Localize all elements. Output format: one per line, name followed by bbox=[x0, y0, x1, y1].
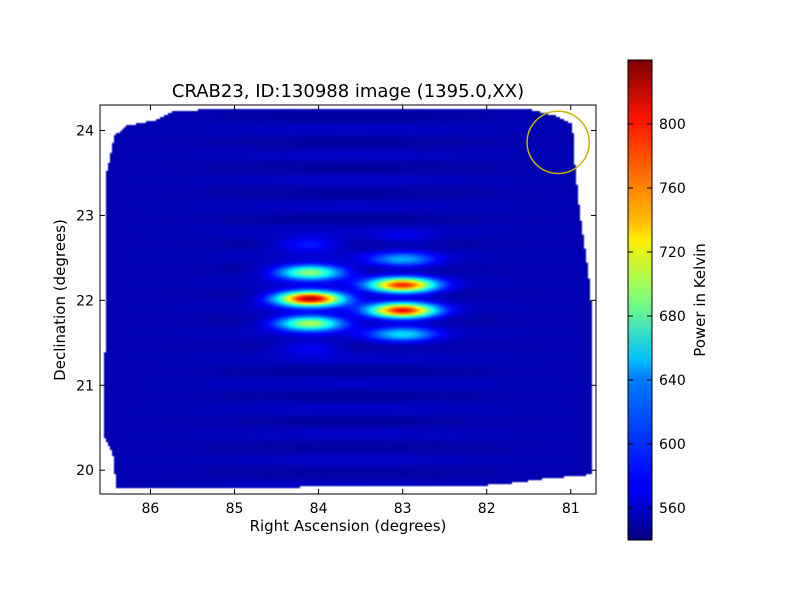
y-tick-label: 22 bbox=[76, 293, 94, 309]
colorbar-frame bbox=[627, 59, 653, 541]
colorbar-tick-label: 800 bbox=[659, 117, 686, 133]
colorbar-tick-label: 760 bbox=[659, 181, 686, 197]
colorbar-gradient bbox=[628, 60, 652, 540]
colorbar-tick-label: 720 bbox=[659, 245, 686, 261]
x-axis: 86 85 84 83 82 81 bbox=[142, 105, 580, 517]
x-tick-label: 81 bbox=[562, 501, 580, 517]
x-tick-label: 85 bbox=[226, 501, 244, 517]
colorbar: 560 600 640 680 720 760 800 Power in Kelvin bbox=[627, 59, 709, 541]
x-tick-label: 82 bbox=[478, 501, 496, 517]
y-axis-label: Declination (degrees) bbox=[51, 219, 69, 381]
y-tick-label: 23 bbox=[76, 208, 94, 224]
chart-title: CRAB23, ID:130988 image (1395.0,XX) bbox=[172, 81, 524, 102]
y-axis: 20 21 22 23 24 bbox=[76, 123, 596, 479]
marker-circle bbox=[526, 110, 591, 175]
plot-frame bbox=[99, 104, 597, 495]
y-tick-label: 21 bbox=[76, 378, 94, 394]
y-tick-label: 24 bbox=[76, 123, 94, 139]
colorbar-tick-label: 560 bbox=[659, 501, 686, 517]
x-tick-label: 83 bbox=[394, 501, 412, 517]
heatmap-image bbox=[100, 105, 596, 494]
x-tick-label: 84 bbox=[310, 501, 328, 517]
x-tick-label: 86 bbox=[142, 501, 160, 517]
colorbar-ticks: 560 600 640 680 720 760 800 bbox=[628, 117, 686, 517]
plot-area bbox=[99, 104, 597, 495]
colorbar-label: Power in Kelvin bbox=[691, 243, 709, 357]
colorbar-tick-label: 600 bbox=[659, 437, 686, 453]
x-axis-label: Right Ascension (degrees) bbox=[250, 517, 447, 535]
y-tick-label: 20 bbox=[76, 463, 94, 479]
colorbar-tick-label: 680 bbox=[659, 309, 686, 325]
colorbar-tick-label: 640 bbox=[659, 373, 686, 389]
